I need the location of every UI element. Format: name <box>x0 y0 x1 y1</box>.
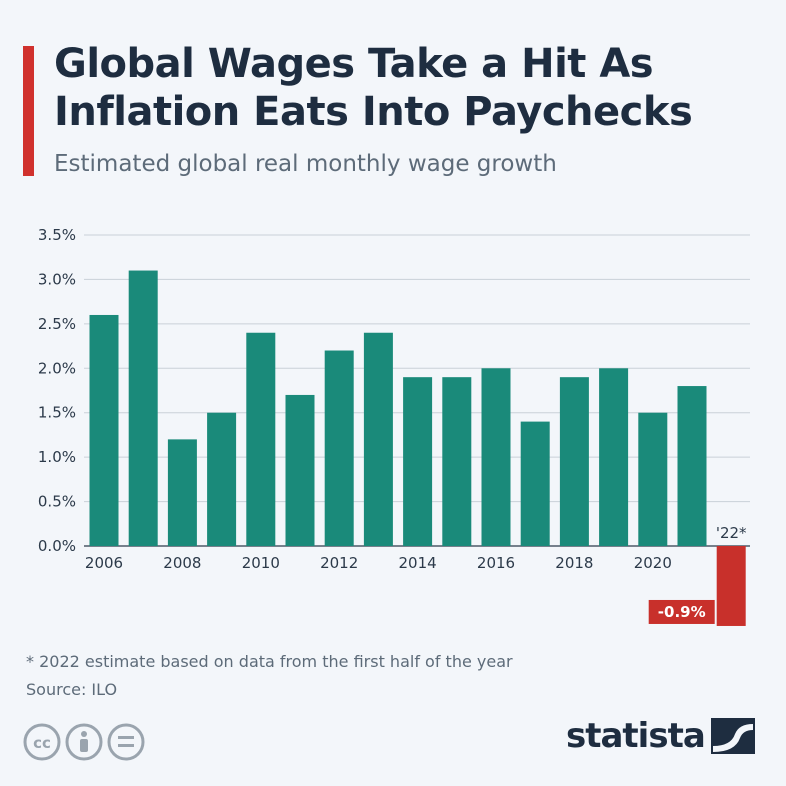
cc-icon: cc <box>23 723 61 761</box>
statista-logo-icon <box>710 718 755 754</box>
bar <box>520 421 550 546</box>
bar <box>677 386 707 546</box>
x-tick-label: 2014 <box>399 554 437 572</box>
data-label-box <box>648 599 715 624</box>
bar <box>481 368 511 546</box>
x-tick-label: 2012 <box>320 554 358 572</box>
bar <box>128 270 158 546</box>
bar <box>638 412 668 546</box>
x-tick-label: 2010 <box>242 554 280 572</box>
data-label: -0.9% <box>658 603 706 621</box>
statista-brand: statista <box>566 716 755 756</box>
bar <box>246 332 276 546</box>
x-tick-label: 2020 <box>634 554 672 572</box>
y-tick-label: 1.0% <box>38 448 76 466</box>
y-tick-label: 2.5% <box>38 315 76 333</box>
bar <box>442 377 472 546</box>
brand-name: statista <box>566 716 706 756</box>
bar-chart: 0.0% 0.5% 1.0% 1.5% 2.0% 2.5% 3.0% 3.5% 2006 2008… <box>38 226 750 626</box>
chart-title: Global Wages Take a Hit As Inflation Eat… <box>54 41 693 135</box>
y-tick-label: 0.0% <box>38 537 76 555</box>
bar <box>324 350 354 546</box>
bar <box>167 439 197 546</box>
y-tick-label: 3.0% <box>38 270 76 288</box>
bar <box>363 332 393 546</box>
license-icons: cc <box>23 723 145 761</box>
y-tick-label: 0.5% <box>38 493 76 511</box>
bar <box>599 368 629 546</box>
y-tick-label: 1.5% <box>38 404 76 422</box>
bar <box>716 546 746 626</box>
bar <box>207 412 237 546</box>
x-tick-label: 2016 <box>477 554 515 572</box>
chart-subtitle: Estimated global real monthly wage growt… <box>54 151 557 177</box>
svg-text:cc: cc <box>33 734 51 752</box>
title-accent-bar <box>23 46 34 176</box>
bar <box>285 394 315 546</box>
x-tick-label: '22* <box>716 524 747 542</box>
x-tick-label: 2018 <box>555 554 593 572</box>
x-tick-label: 2008 <box>163 554 201 572</box>
x-tick-label: 2006 <box>85 554 123 572</box>
footnote: * 2022 estimate based on data from the f… <box>26 652 513 671</box>
source-note: Source: ILO <box>26 680 118 699</box>
bar <box>559 377 589 546</box>
attribution-icon <box>65 723 103 761</box>
bar <box>403 377 433 546</box>
y-tick-label: 2.0% <box>38 359 76 377</box>
y-tick-label: 3.5% <box>38 226 76 244</box>
bar <box>89 314 119 546</box>
no-derivatives-icon <box>107 723 145 761</box>
